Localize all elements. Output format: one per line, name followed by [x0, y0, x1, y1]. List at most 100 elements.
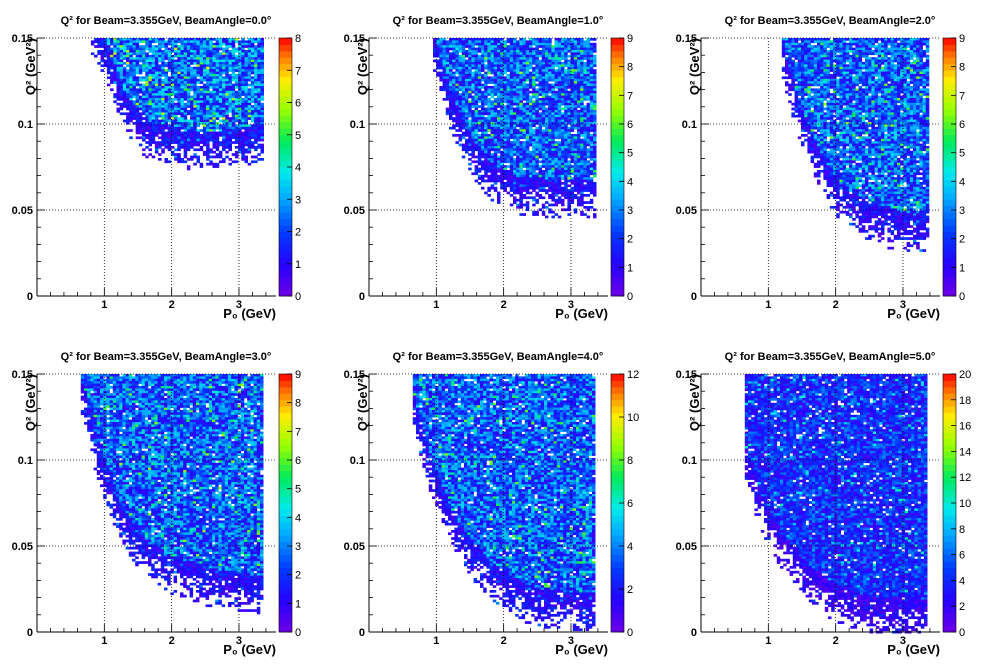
heatmap-cell — [554, 40, 559, 44]
heatmap-cell — [481, 167, 485, 171]
heatmap-cell — [567, 45, 571, 48]
heatmap-cell — [471, 45, 475, 48]
heatmap-cell — [222, 71, 226, 75]
heatmap-cell — [180, 59, 184, 63]
heatmap-cell — [180, 136, 184, 140]
heatmap-cell — [564, 90, 568, 94]
heatmap-cell — [506, 102, 511, 106]
heatmap-cell — [183, 47, 188, 51]
heatmap-cell — [503, 146, 507, 149]
heatmap-cell — [535, 136, 539, 140]
heatmap-cell — [481, 112, 485, 116]
heatmap-cell — [228, 102, 232, 106]
heatmap-cell — [113, 66, 117, 70]
heatmap-cell — [161, 119, 165, 123]
heatmap-cell — [103, 47, 108, 51]
heatmap-cell — [228, 110, 232, 113]
heatmap-cell — [545, 66, 549, 70]
heatmap-cell — [573, 78, 578, 82]
heatmap-cell — [490, 172, 495, 176]
heatmap-cell — [577, 201, 581, 204]
heatmap-cell — [183, 81, 188, 84]
heatmap-cell — [554, 160, 559, 164]
heatmap-cell — [452, 95, 456, 99]
y-tick-label: 0.05 — [12, 205, 33, 217]
heatmap-cell — [490, 64, 495, 68]
heatmap-cell — [493, 124, 498, 128]
heatmap-cell — [167, 86, 172, 89]
heatmap-cell — [538, 98, 543, 101]
heatmap-cell — [519, 134, 523, 137]
heatmap-cell — [186, 83, 191, 87]
heatmap-cell — [500, 50, 504, 53]
heatmap-cell — [500, 54, 504, 58]
heatmap-cell — [580, 57, 584, 60]
heatmap-cell — [490, 112, 495, 116]
heatmap-cell — [586, 57, 591, 60]
heatmap-cell — [509, 62, 514, 65]
heatmap-cell — [561, 45, 565, 48]
heatmap-cell — [212, 42, 216, 46]
heatmap-cell — [577, 189, 581, 192]
heatmap-cell — [532, 186, 536, 190]
heatmap-cell — [564, 40, 568, 44]
heatmap-cell — [180, 88, 184, 92]
heatmap-cell — [148, 98, 152, 101]
heatmap-cell — [487, 100, 491, 104]
heatmap-cell — [138, 129, 143, 132]
heatmap-cell — [148, 42, 152, 46]
heatmap-cell — [541, 177, 546, 180]
heatmap-cell — [206, 88, 210, 92]
heatmap-cell — [570, 66, 575, 70]
heatmap-cell — [577, 93, 581, 96]
heatmap-cell — [215, 57, 220, 60]
heatmap-cell — [186, 141, 191, 144]
heatmap-cell — [177, 100, 181, 104]
heatmap-cell — [535, 100, 539, 104]
heatmap-cell — [225, 122, 229, 125]
heatmap-cell — [215, 83, 220, 87]
heatmap-cell — [199, 52, 204, 56]
heatmap-cell — [525, 59, 530, 63]
heatmap-cell — [215, 98, 220, 101]
heatmap-cell — [529, 138, 533, 142]
color-scale-band — [279, 70, 292, 78]
heatmap-cell — [471, 150, 475, 154]
heatmap-cell — [468, 131, 472, 135]
heatmap-cell — [100, 69, 104, 72]
heatmap-cell — [138, 143, 143, 147]
heatmap-cell — [212, 126, 216, 130]
heatmap-cell — [202, 117, 207, 120]
heatmap-cell — [260, 98, 264, 101]
heatmap-cell — [142, 86, 146, 89]
heatmap-cell — [455, 86, 459, 89]
heatmap-cell — [516, 122, 520, 125]
heatmap-cell — [206, 57, 210, 60]
heatmap-cell — [151, 74, 156, 77]
heatmap-cell — [151, 112, 156, 116]
heatmap-cell — [161, 122, 165, 125]
heatmap-cell — [589, 59, 594, 63]
heatmap-cell — [506, 54, 511, 58]
heatmap-cell — [439, 88, 443, 92]
heatmap-cell — [545, 112, 549, 116]
heatmap-cell — [573, 40, 578, 44]
heatmap-cell — [196, 40, 200, 44]
heatmap-cell — [586, 38, 591, 41]
heatmap-cell — [567, 66, 571, 70]
heatmap-cell — [241, 102, 245, 106]
heatmap-cell — [583, 150, 587, 154]
heatmap-cell — [532, 76, 536, 80]
heatmap-cell — [177, 74, 181, 77]
heatmap-cell — [177, 90, 181, 94]
heatmap-cell — [564, 69, 568, 72]
heatmap-cell — [180, 40, 184, 44]
heatmap-cell — [516, 177, 520, 180]
heatmap-cell — [126, 114, 130, 118]
heatmap-cell — [535, 134, 539, 137]
heatmap-cell — [231, 54, 236, 58]
heatmap-cell — [490, 136, 495, 140]
heatmap-cell — [474, 119, 479, 123]
heatmap-cell — [513, 165, 517, 168]
heatmap-cell — [164, 83, 168, 87]
